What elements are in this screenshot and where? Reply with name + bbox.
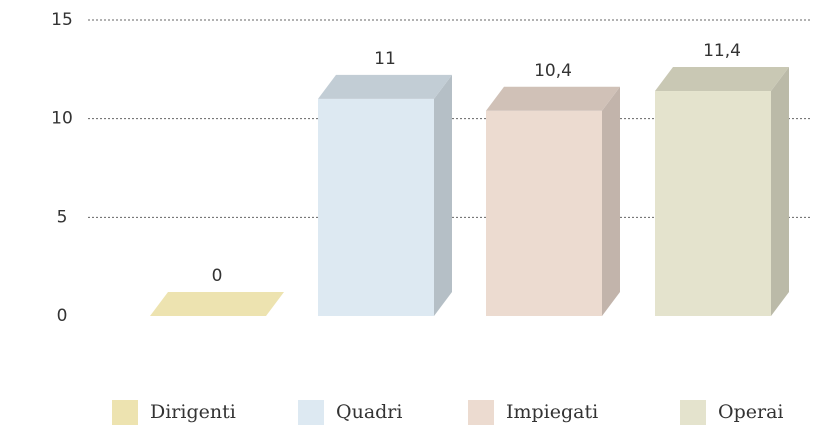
value-label: 11,4 — [703, 41, 741, 61]
legend-swatch — [468, 400, 494, 425]
value-label: 10,4 — [534, 61, 572, 81]
legend-label: Quadri — [336, 401, 402, 423]
bar-top — [318, 74, 452, 99]
legend-swatch — [112, 400, 138, 425]
bar-front — [655, 91, 771, 316]
bar — [318, 74, 452, 316]
bar — [655, 67, 789, 316]
legend-swatch — [298, 400, 324, 425]
value-label: 0 — [212, 266, 223, 286]
legend-label: Dirigenti — [150, 401, 236, 423]
bar-top — [486, 86, 620, 111]
bar — [486, 86, 620, 316]
bar-top — [655, 67, 789, 92]
bar — [150, 292, 284, 316]
legend-label: Operai — [718, 401, 783, 423]
y-tick-label: 5 — [57, 207, 68, 227]
value-label: 11 — [374, 49, 396, 69]
bar-front — [318, 98, 434, 316]
y-tick-label: 15 — [51, 10, 73, 30]
bar-front — [486, 110, 602, 316]
bar-side — [771, 67, 789, 316]
y-tick-label: 10 — [51, 109, 73, 129]
legend-label: Impiegati — [506, 401, 598, 423]
bar-side — [434, 74, 452, 316]
y-tick-label: 0 — [57, 306, 68, 326]
bar-top — [150, 292, 284, 316]
legend-swatch — [680, 400, 706, 425]
bar-side — [602, 86, 620, 316]
